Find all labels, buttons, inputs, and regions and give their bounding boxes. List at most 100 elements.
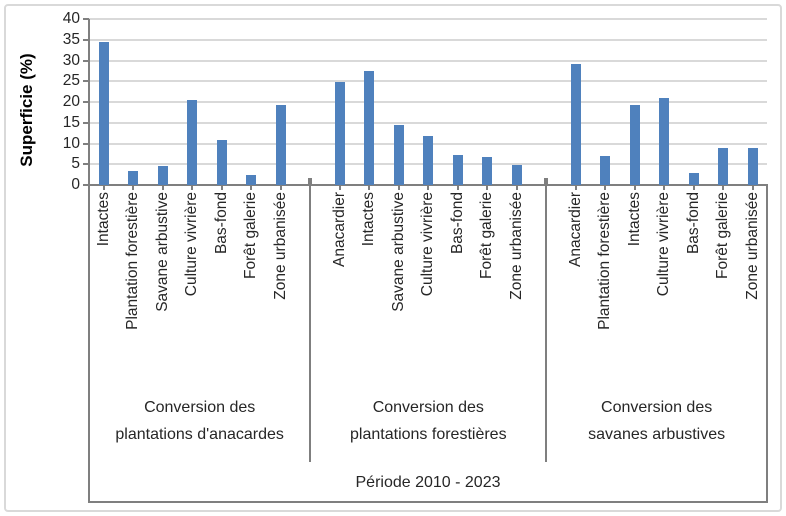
category-tick-mark [574, 186, 577, 190]
bar [246, 174, 257, 185]
category-tick-mark [250, 186, 253, 190]
category-label: Bas-fond [448, 192, 466, 255]
group-title-line: plantations d'anacardes [115, 426, 284, 443]
category-label: Forêt galerie [714, 192, 732, 280]
group-separator-line [545, 185, 548, 462]
y-tick-mark [83, 80, 89, 83]
category-label: Anacardier [330, 192, 348, 267]
category-tick-mark [102, 186, 105, 190]
y-tick-mark [83, 142, 89, 145]
group-separator-line [309, 185, 312, 462]
axis-frame-bottom [88, 501, 768, 503]
category-label: Zone urbanisée [271, 192, 289, 300]
y-axis-line [88, 19, 90, 186]
category-label: Zone urbanisée [507, 192, 525, 300]
category-label: Culture vivrière [183, 192, 201, 297]
group-title: Conversion des plantations d'anacardes [89, 394, 310, 448]
gridline [89, 18, 767, 20]
gridline [89, 101, 767, 103]
bar [128, 170, 139, 185]
bar [452, 155, 463, 185]
group-title-line: Conversion des [601, 399, 713, 416]
group-title-line: savanes arbustives [588, 426, 726, 443]
gridline [89, 59, 767, 62]
category-tick-mark [604, 186, 607, 190]
category-label: Forêt galerie [242, 192, 260, 280]
axis-frame-left [88, 185, 90, 503]
bar [688, 173, 699, 185]
category-tick-mark [161, 186, 164, 190]
category-tick-mark [722, 186, 725, 190]
category-label: Savane arbustive [389, 192, 407, 312]
y-tick-mark [83, 163, 89, 166]
category-label: Zone urbanisée [743, 192, 761, 300]
bar [629, 104, 640, 185]
gridline [89, 80, 767, 83]
gridline [89, 121, 767, 124]
y-tick-label: 10 [62, 134, 80, 152]
category-tick-mark [633, 186, 636, 190]
category-label: Bas-fond [684, 192, 702, 255]
category-tick-mark [486, 186, 489, 190]
group-title: Conversion des savanes arbustives [546, 394, 767, 448]
y-tick-label: 5 [71, 155, 80, 173]
bar [187, 99, 198, 185]
y-tick-label: 35 [62, 30, 80, 48]
y-tick-label: 30 [62, 51, 80, 69]
category-label: Anacardier [566, 192, 584, 267]
figure-border [4, 4, 782, 512]
bar [747, 147, 758, 186]
bar [423, 135, 434, 185]
y-tick-label: 15 [62, 113, 80, 131]
category-label: Intactes [94, 192, 112, 247]
y-tick-mark [83, 18, 89, 20]
category-tick-mark [191, 186, 194, 190]
group-separator-stub [544, 178, 549, 186]
axis-frame-right [766, 185, 768, 503]
category-tick-mark [397, 186, 400, 190]
x-axis-line [88, 184, 768, 186]
y-axis-title: Superficie (%) [17, 53, 36, 167]
bar [393, 124, 404, 185]
category-tick-mark [515, 186, 518, 190]
group-title-line: Conversion des [144, 399, 256, 416]
bar [275, 104, 286, 185]
bar [157, 165, 168, 185]
category-tick-mark [456, 186, 459, 190]
bar [718, 147, 729, 186]
category-tick-mark [338, 186, 341, 190]
category-tick-mark [692, 186, 695, 190]
category-tick-mark [368, 186, 371, 190]
category-tick-mark [279, 186, 282, 190]
y-tick-label: 40 [62, 10, 80, 27]
category-label: Savane arbustive [153, 192, 171, 312]
gridline [89, 38, 767, 41]
bar [570, 63, 581, 185]
y-tick-mark [83, 121, 89, 124]
y-tick-mark [83, 59, 89, 62]
category-tick-mark [663, 186, 666, 190]
bar [600, 155, 611, 185]
x-axis-title: Période 2010 - 2023 [355, 474, 501, 491]
category-label: Forêt galerie [478, 192, 496, 280]
y-tick-label: 0 [71, 176, 80, 193]
category-label: Culture vivrière [419, 192, 437, 297]
y-tick-mark [83, 101, 89, 103]
bar [364, 70, 375, 185]
category-label: Intactes [360, 192, 378, 247]
category-label: Plantation forestière [124, 192, 142, 330]
group-title-line: plantations forestières [350, 426, 507, 443]
y-tick-mark [83, 184, 89, 186]
category-label: Culture vivrière [655, 192, 673, 297]
category-tick-mark [132, 186, 135, 190]
group-title: Conversion des plantations forestières [310, 394, 546, 448]
category-label: Plantation forestière [596, 192, 614, 330]
category-tick-mark [751, 186, 754, 190]
group-separator-stub [308, 178, 313, 186]
category-label: Intactes [625, 192, 643, 247]
y-tick-label: 25 [62, 72, 80, 90]
bar [334, 81, 345, 185]
group-title-line: Conversion des [372, 399, 484, 416]
category-tick-mark [220, 186, 223, 190]
